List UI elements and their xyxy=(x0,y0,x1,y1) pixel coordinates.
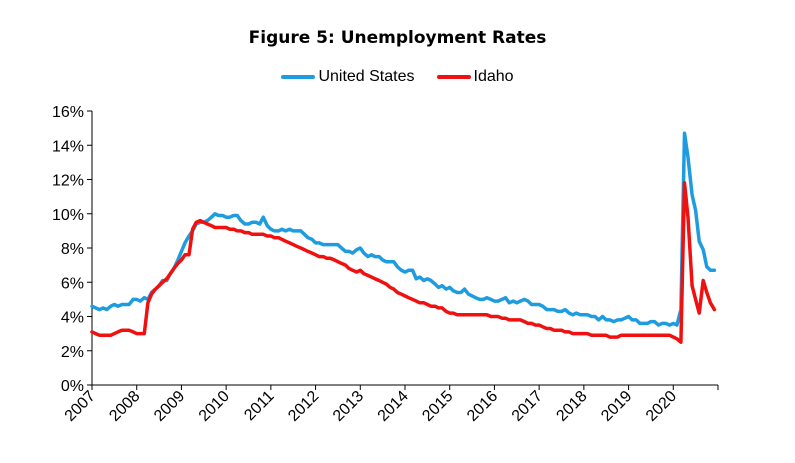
legend: United States Idaho xyxy=(0,66,795,88)
y-tick-label: 10% xyxy=(52,207,84,224)
legend-item-idaho: Idaho xyxy=(436,68,514,86)
x-tick-label: 2011 xyxy=(241,388,277,424)
legend-label-idaho: Idaho xyxy=(473,68,514,85)
x-tick-label: 2016 xyxy=(464,388,501,425)
y-tick-label: 6% xyxy=(61,275,84,292)
x-tick-label: 2015 xyxy=(419,388,456,425)
y-tick-label: 4% xyxy=(61,310,84,327)
x-tick-label: 2010 xyxy=(196,388,233,425)
legend-swatch-united-states xyxy=(281,75,316,79)
series-lines xyxy=(90,131,717,344)
x-tick-label: 2008 xyxy=(106,388,143,425)
x-tick-label: 2013 xyxy=(330,388,367,425)
x-tick-label: 2019 xyxy=(598,388,635,425)
x-tick-label: 2018 xyxy=(553,388,590,425)
series-line-idaho xyxy=(90,181,717,344)
x-tick-label: 2012 xyxy=(285,388,322,425)
legend-swatch-idaho xyxy=(436,75,471,79)
x-tick-label: 2014 xyxy=(375,388,412,425)
y-axis: 0% 2% 4% 6% 8% 10% 12% 14% 16% xyxy=(52,104,93,395)
x-tick-label: 2017 xyxy=(509,388,546,425)
y-tick-label: 8% xyxy=(61,241,84,258)
y-tick-label: 12% xyxy=(52,173,84,190)
x-tick-label: 2020 xyxy=(643,388,680,425)
y-tick-label: 0% xyxy=(61,378,84,395)
y-tick-label: 16% xyxy=(52,104,84,121)
legend-item-united-states: United States xyxy=(281,68,415,86)
y-tick-label: 14% xyxy=(52,138,84,155)
legend-label-united-states: United States xyxy=(318,68,415,85)
x-tick-label: 2009 xyxy=(151,388,188,425)
x-axis: 2007 2008 2009 2010 2011 2012 2013 2014 2015 2016… xyxy=(62,384,719,425)
y-tick-label: 2% xyxy=(61,344,84,361)
chart-title: Figure 5: Unemployment Rates xyxy=(248,28,547,48)
